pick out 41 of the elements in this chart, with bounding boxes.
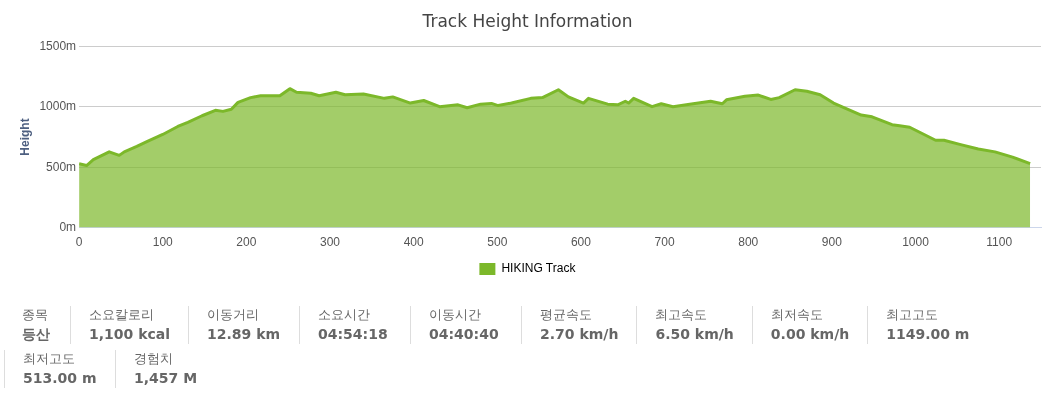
x-tick-label: 700 (654, 235, 675, 250)
text: 이동시간 (429, 306, 482, 324)
x-tick-label: 800 (738, 235, 759, 250)
x-tick-label: 300 (320, 235, 341, 250)
text: 6.50 km/h (655, 325, 734, 344)
text: 04:40:40 (429, 325, 500, 344)
text: 이동거리 (207, 306, 260, 324)
x-tick-label: 1000 (902, 235, 930, 250)
y-tick-label: 1500m (39, 38, 77, 53)
text: 12.89 km (207, 325, 282, 344)
text: 소요시간 (318, 306, 371, 324)
text: 최고고도 (886, 306, 940, 324)
text: 1,100 kcal (89, 325, 171, 344)
text: 최저속도 (770, 306, 824, 324)
x-tick-label: 400 (403, 235, 424, 250)
text: 최저고도 (23, 350, 76, 368)
text: 종목 (22, 306, 49, 324)
text: 1,457 M (134, 369, 199, 388)
text: 평균속도 (540, 306, 593, 324)
text: 2.70 km/h (540, 325, 619, 344)
text: 04:54:18 (318, 325, 389, 344)
y-tick-label: 0m (59, 219, 77, 234)
y-tick-label: 1000m (39, 99, 77, 114)
text: 소요칼로리 (89, 306, 155, 324)
text: 1149.00 m (886, 325, 970, 344)
x-tick-label: 0 (75, 235, 83, 250)
text: 513.00 m (23, 369, 97, 388)
x-tick-label: 100 (152, 235, 174, 250)
text: 등산 (22, 325, 51, 344)
y-axis-title: Height (17, 118, 32, 156)
x-tick-label: 500 (487, 235, 508, 250)
y-tick-label: 500m (46, 159, 77, 174)
legend-label: HIKING Track (501, 261, 577, 276)
x-tick-label: 1100 (986, 235, 1013, 250)
x-tick-label: 600 (570, 235, 592, 250)
text: 경험치 (134, 350, 174, 368)
text: 최고속도 (655, 306, 709, 324)
x-tick-label: 900 (821, 235, 843, 250)
text: 0.00 km/h (770, 325, 850, 344)
x-tick-label: 200 (236, 235, 257, 250)
chart-title: Track Height Information (421, 10, 633, 31)
